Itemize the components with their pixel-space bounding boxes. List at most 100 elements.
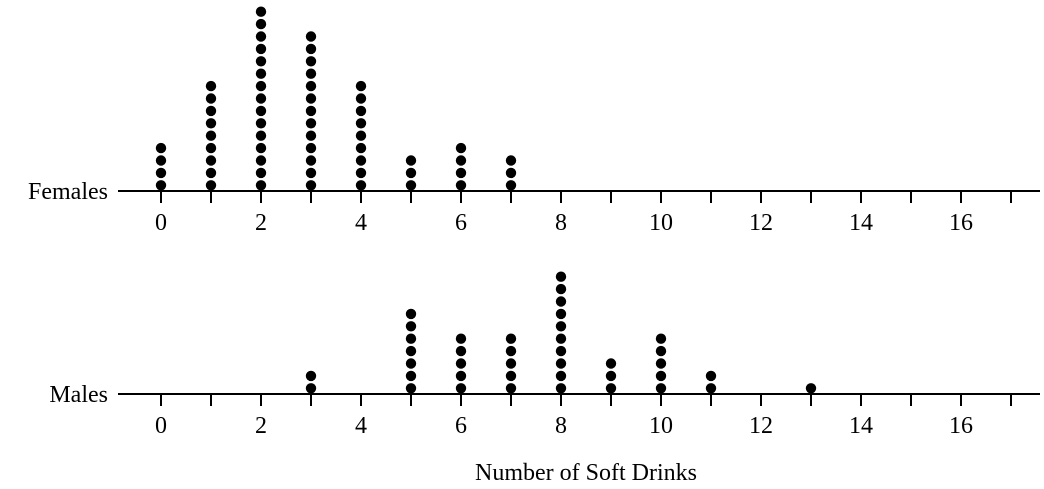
- dot: [255, 68, 267, 79]
- dot: [355, 105, 367, 117]
- x-tick-label: 14: [849, 210, 873, 236]
- dot: [305, 43, 317, 55]
- dot: [505, 383, 517, 394]
- dot: [305, 155, 317, 166]
- dot: [705, 370, 717, 382]
- dot: [255, 167, 267, 179]
- x-axis-label: Number of Soft Drinks: [475, 460, 697, 486]
- dot: [305, 118, 317, 129]
- dot: [455, 333, 467, 344]
- dot: [355, 93, 367, 104]
- dot: [405, 308, 417, 320]
- x-tick-label: 8: [555, 210, 567, 236]
- dot: [305, 56, 317, 67]
- dot: [405, 167, 417, 179]
- x-tick-label: 8: [555, 413, 567, 439]
- dot: [405, 383, 417, 394]
- dot: [405, 333, 417, 344]
- dot: [605, 370, 617, 382]
- dot: [655, 345, 667, 357]
- dot: [305, 80, 317, 92]
- dot: [455, 180, 467, 191]
- dot: [305, 93, 317, 104]
- dot: [555, 283, 567, 295]
- dot: [455, 142, 467, 154]
- dot: [405, 180, 417, 191]
- group-label: Females: [28, 179, 108, 205]
- dot: [405, 370, 417, 382]
- dot: [255, 130, 267, 141]
- x-tick-label: 12: [749, 413, 773, 439]
- dot: [305, 142, 317, 154]
- dot: [455, 370, 467, 382]
- dot: [255, 43, 267, 55]
- dot: [305, 167, 317, 179]
- x-tick-label: 2: [255, 413, 267, 439]
- dot: [205, 180, 217, 191]
- x-tick-label: 4: [355, 413, 367, 439]
- dot: [505, 358, 517, 369]
- dot: [355, 130, 367, 141]
- dot: [355, 80, 367, 92]
- dot: [355, 155, 367, 166]
- dot: [505, 370, 517, 382]
- dot: [455, 358, 467, 369]
- dot: [555, 296, 567, 307]
- dot: [805, 383, 817, 394]
- dot: [455, 383, 467, 394]
- dot: [305, 105, 317, 117]
- dot: [555, 271, 567, 282]
- x-tick-label: 16: [949, 413, 973, 439]
- x-tick-label: 6: [455, 210, 467, 236]
- dot: [305, 130, 317, 141]
- dot: [455, 167, 467, 179]
- dot: [305, 68, 317, 79]
- dot: [205, 142, 217, 154]
- dot: [305, 383, 317, 394]
- x-tick-label: 6: [455, 413, 467, 439]
- x-tick-label: 10: [649, 210, 673, 236]
- dot: [255, 80, 267, 92]
- dot: [155, 167, 167, 179]
- dot: [455, 345, 467, 357]
- dot: [155, 180, 167, 191]
- dot: [505, 155, 517, 166]
- dot: [355, 167, 367, 179]
- dot: [605, 383, 617, 394]
- dot: [505, 333, 517, 344]
- dot: [305, 31, 317, 42]
- dot: [555, 333, 567, 344]
- dot: [255, 93, 267, 104]
- dot: [255, 142, 267, 154]
- dot: [505, 167, 517, 179]
- dot: [605, 358, 617, 369]
- dot: [555, 383, 567, 394]
- dot: [205, 118, 217, 129]
- dot: [205, 155, 217, 166]
- group-label: Males: [49, 382, 108, 408]
- x-tick-label: 12: [749, 210, 773, 236]
- dot: [655, 358, 667, 369]
- dot: [555, 358, 567, 369]
- dot: [405, 345, 417, 357]
- x-tick-label: 0: [155, 413, 167, 439]
- dot: [255, 118, 267, 129]
- dot: [205, 130, 217, 141]
- x-tick-label: 2: [255, 210, 267, 236]
- dot: [655, 383, 667, 394]
- dot: [255, 31, 267, 42]
- dot: [405, 321, 417, 332]
- dot: [655, 333, 667, 344]
- x-tick-label: 14: [849, 413, 873, 439]
- dot: [555, 321, 567, 332]
- x-tick-label: 0: [155, 210, 167, 236]
- dot: [355, 180, 367, 191]
- dot: [305, 370, 317, 382]
- x-tick-label: 16: [949, 210, 973, 236]
- dot: [555, 308, 567, 320]
- dot: [555, 345, 567, 357]
- dot: [205, 93, 217, 104]
- dot: [405, 358, 417, 369]
- dot: [155, 142, 167, 154]
- dot: [255, 56, 267, 67]
